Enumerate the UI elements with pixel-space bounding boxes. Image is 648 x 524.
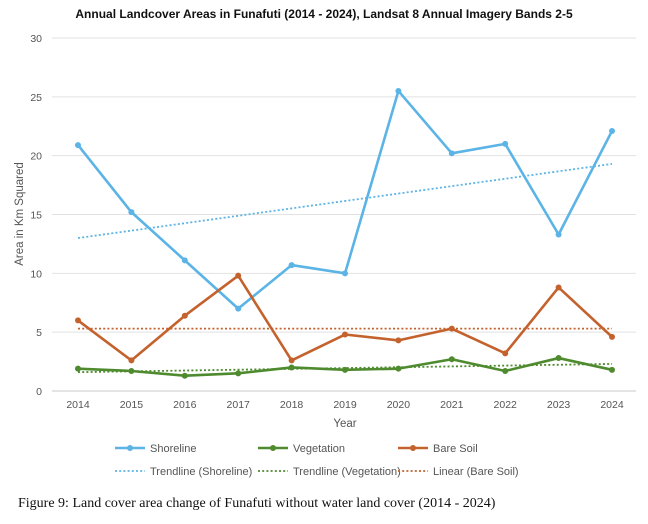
x-tick-label: 2022: [494, 399, 518, 411]
data-point: [448, 325, 455, 332]
x-tick-label: 2018: [280, 399, 304, 411]
x-tick-label: 2019: [333, 399, 357, 411]
data-point: [502, 367, 509, 374]
data-point: [342, 366, 348, 373]
x-axis-label: Year: [333, 418, 356, 430]
x-tick-label: 2016: [173, 399, 197, 411]
y-tick-label: 30: [30, 33, 42, 45]
landcover-chart: Annual Landcover Areas in Funafuti (2014…: [14, 7, 636, 478]
data-point: [128, 209, 135, 216]
legend-label: Shoreline: [150, 443, 196, 455]
data-point: [235, 272, 242, 279]
data-point: [448, 356, 455, 363]
y-axis-label: Area in Km Squared: [14, 162, 26, 266]
y-tick-label: 25: [30, 92, 42, 104]
legend-marker: [127, 445, 133, 451]
x-tick-label: 2024: [600, 399, 624, 411]
series-line: [77, 274, 613, 362]
data-point: [288, 262, 295, 269]
data-point: [181, 372, 188, 379]
legend-label: Vegetation: [293, 443, 345, 455]
y-tick-label: 0: [36, 386, 42, 398]
data-point: [235, 370, 242, 377]
data-point: [235, 305, 242, 312]
data-point: [181, 257, 188, 264]
legend-marker: [270, 445, 276, 451]
data-point: [342, 331, 348, 338]
legend: Shoreline Vegetation Bare Soil Trendline (S…: [115, 443, 519, 478]
data-point: [288, 364, 295, 371]
y-tick-label: 10: [30, 268, 42, 280]
gridlines: [52, 37, 636, 392]
data-point: [609, 333, 615, 340]
data-point: [395, 87, 402, 94]
data-point: [395, 337, 402, 344]
data-point: [128, 357, 135, 364]
legend-label: Linear (Bare Soil): [433, 466, 519, 478]
data-point: [609, 366, 615, 373]
x-tick-label: 2023: [547, 399, 571, 411]
chart-title: Annual Landcover Areas in Funafuti (2014…: [75, 7, 573, 21]
data-point: [502, 350, 509, 357]
x-tick-label: 2017: [227, 399, 251, 411]
y-axis-ticks: 0 5 10 15 20 25 30: [30, 33, 42, 398]
data-point: [342, 270, 348, 277]
data-point: [609, 127, 615, 134]
x-axis-ticks: 2014 2015 2016 2017 2018 2019 2020 2021 2022 2023…: [66, 399, 624, 411]
legend-label: Trendline (Shoreline): [150, 466, 252, 478]
x-tick-label: 2014: [66, 399, 90, 411]
legend-label: Bare Soil: [433, 443, 478, 455]
trendline: [77, 363, 613, 374]
y-tick-label: 20: [30, 151, 42, 163]
data-series: [75, 87, 615, 379]
figure-caption: Figure 9: Land cover area change of Funa…: [18, 496, 496, 511]
x-tick-label: 2020: [387, 399, 411, 411]
legend-marker: [410, 445, 416, 451]
y-tick-label: 15: [30, 210, 42, 222]
trendlines: [77, 163, 613, 374]
trendline: [77, 163, 613, 239]
data-point: [75, 365, 81, 372]
data-point: [181, 312, 188, 319]
data-point: [128, 367, 135, 374]
data-point: [395, 365, 402, 372]
data-point: [555, 284, 562, 291]
legend-label: Trendline (Vegetation): [293, 466, 401, 478]
data-point: [555, 231, 562, 238]
data-point: [75, 142, 81, 149]
data-point: [75, 317, 81, 324]
data-point: [288, 357, 295, 364]
data-point: [555, 355, 562, 362]
data-point: [448, 150, 455, 157]
data-point: [502, 140, 509, 147]
x-tick-label: 2015: [120, 399, 144, 411]
x-tick-label: 2021: [440, 399, 464, 411]
y-tick-label: 5: [36, 327, 42, 339]
